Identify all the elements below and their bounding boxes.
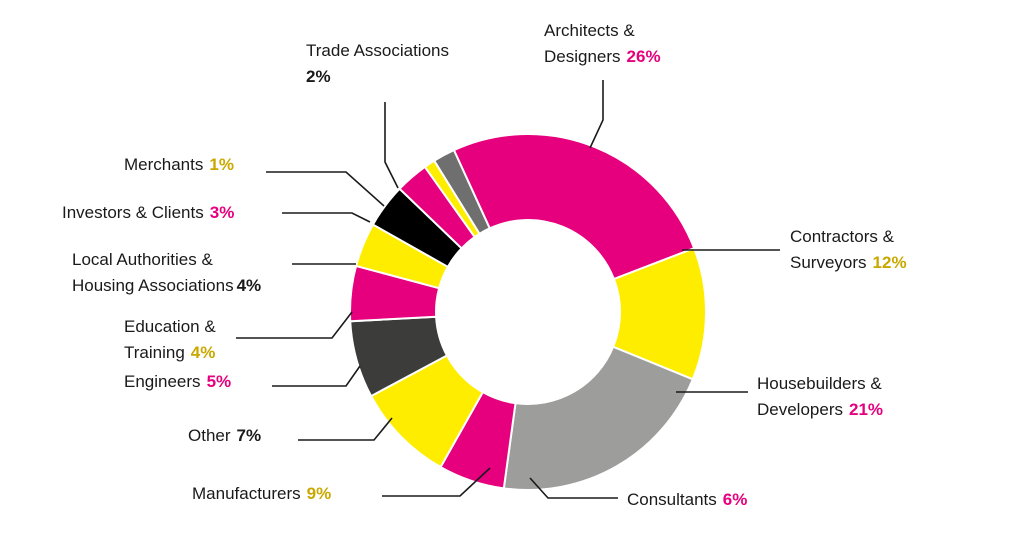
slice-housebuilders-developers xyxy=(502,345,695,491)
label-merchants: Merchants 1% xyxy=(124,152,234,178)
label-percent: 2% xyxy=(306,67,331,86)
label-line1: Manufacturers xyxy=(192,484,301,503)
label-line1: Contractors & xyxy=(790,227,894,246)
label-manufacturers: Manufacturers 9% xyxy=(192,481,331,507)
label-line1: Education & xyxy=(124,317,216,336)
slice-trade-associations xyxy=(432,148,492,236)
label-engineers: Engineers 5% xyxy=(124,369,231,395)
leader-line-engineers xyxy=(272,365,361,387)
label-percent: 3% xyxy=(209,203,235,222)
label-line2: Housing Associations xyxy=(72,276,234,295)
leader-line-consultants xyxy=(529,477,618,499)
leader-line-manufacturers xyxy=(382,467,491,497)
label-education-training: Education & Training 4% xyxy=(124,314,216,366)
label-other: Other 7% xyxy=(188,423,261,449)
label-architects-designers: Architects & Designers 26% xyxy=(544,18,661,70)
label-consultants: Consultants 6% xyxy=(627,487,747,513)
label-percent: 5% xyxy=(206,372,232,391)
label-percent: 6% xyxy=(722,490,748,509)
label-line2: Training xyxy=(124,343,185,362)
label-line1: Trade Associations xyxy=(306,41,449,60)
label-line1: Architects & xyxy=(544,21,635,40)
label-line2: Developers xyxy=(757,400,843,419)
label-housebuilders-developers: Housebuilders & Developers 21% xyxy=(757,371,883,423)
label-line1: Local Authorities & xyxy=(72,250,213,269)
label-line1: Consultants xyxy=(627,490,717,509)
label-percent: 21% xyxy=(849,400,884,419)
label-contractors-surveyors: Contractors & Surveyors 12% xyxy=(790,224,907,276)
label-percent: 9% xyxy=(306,484,332,503)
label-line1: Investors & Clients xyxy=(62,203,204,222)
label-line1: Housebuilders & xyxy=(757,374,882,393)
label-line1: Engineers xyxy=(124,372,201,391)
label-local-authorities: Local Authorities & Housing Associations… xyxy=(72,247,261,299)
label-investors-clients: Investors & Clients 3% xyxy=(62,200,234,226)
label-percent: 12% xyxy=(872,253,907,272)
leader-line-other xyxy=(298,417,393,441)
label-percent: 4% xyxy=(190,343,216,362)
label-percent: 1% xyxy=(209,155,234,174)
label-line1: Other xyxy=(188,426,231,445)
leader-line-trade-associations xyxy=(384,102,399,189)
label-percent: 7% xyxy=(236,426,262,445)
leader-line-architects-designers xyxy=(589,80,604,149)
label-percent: 4% xyxy=(236,276,262,295)
label-line2: Designers xyxy=(544,47,621,66)
label-trade-associations: Trade Associations 2% xyxy=(306,38,449,90)
slice-architects-designers xyxy=(452,133,696,281)
label-line2: Surveyors xyxy=(790,253,867,272)
leader-line-education-training xyxy=(236,311,353,339)
leader-line-merchants xyxy=(266,171,385,207)
label-percent: 26% xyxy=(626,47,661,66)
leader-line-investors-clients xyxy=(282,212,371,223)
label-line1: Merchants xyxy=(124,155,204,174)
